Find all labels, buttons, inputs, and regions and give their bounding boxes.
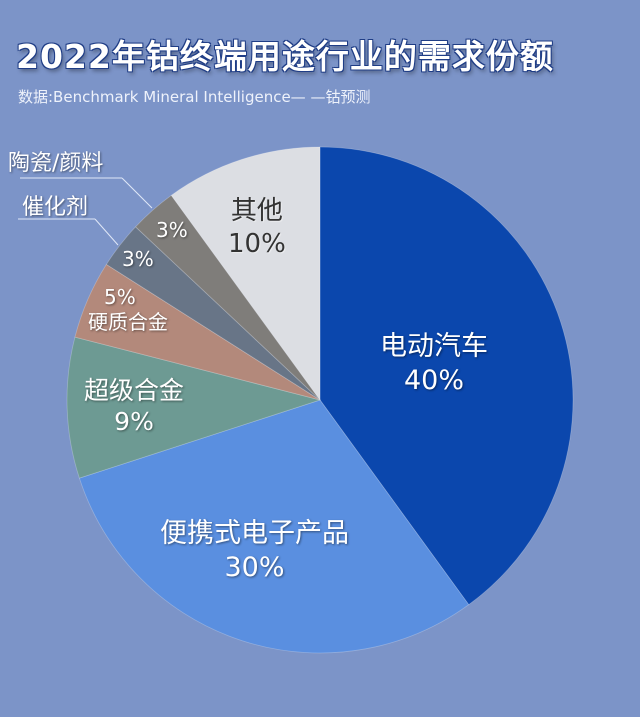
slice-name: 硬质合金 (88, 310, 168, 334)
pie-slice-1 (78, 399, 470, 654)
pie-slice-5 (135, 194, 321, 401)
slice-name: 超级合金 (84, 376, 185, 405)
slice-value-catalyst: 3% (122, 247, 154, 271)
pie-slice-2 (66, 336, 322, 479)
pie-slice-0 (319, 146, 574, 606)
slice-name: 其他 (230, 196, 283, 226)
slice-label-superalloy: 超级合金 9% (84, 375, 184, 438)
pie-slice-3 (74, 263, 321, 401)
slice-name-catalyst: 催化剂 (22, 195, 89, 220)
slice-name-ceramics: 陶瓷/颜料 (8, 151, 104, 176)
slice-name: 便携式电子产品 (160, 518, 349, 549)
chart-title: 2022年钴终端用途行业的需求份额 (16, 37, 554, 76)
leader-line-ceramics-diagonal (121, 177, 153, 209)
chart-subtitle: 数据:Benchmark Mineral Intelligence— —钴预测 (18, 88, 371, 106)
slice-label-portable: 便携式电子产品 30% (160, 517, 349, 585)
slice-name: 电动汽车 (380, 331, 488, 362)
slice-value: 40% (403, 364, 464, 396)
slice-value-ceramics: 3% (156, 218, 188, 242)
slice-value: 9% (114, 407, 154, 437)
slice-label-ev: 电动汽车 40% (380, 330, 488, 398)
slice-value: 30% (224, 551, 285, 583)
pie-slice-4 (105, 226, 321, 401)
pie-slice-6 (170, 146, 321, 402)
slice-value: 5% (104, 285, 136, 309)
slice-label-other: 其他 10% (228, 195, 286, 260)
slice-label-hardalloy: 5% 硬质合金 (88, 285, 168, 335)
leader-line-catalyst-diagonal (94, 218, 119, 246)
slice-value: 10% (228, 228, 286, 259)
